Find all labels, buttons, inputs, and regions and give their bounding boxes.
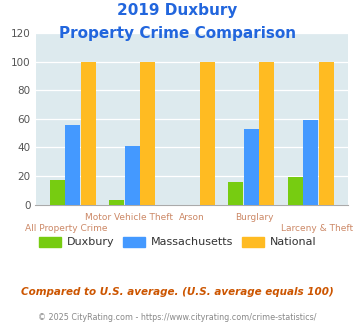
Bar: [259, 62, 274, 205]
Bar: [81, 62, 95, 205]
Text: Property Crime Comparison: Property Crime Comparison: [59, 26, 296, 41]
Bar: [319, 62, 334, 205]
Text: Motor Vehicle Theft: Motor Vehicle Theft: [85, 213, 173, 222]
Text: Arson: Arson: [179, 213, 204, 222]
Text: Larceny & Theft: Larceny & Theft: [280, 224, 353, 233]
Legend: Duxbury, Massachusetts, National: Duxbury, Massachusetts, National: [34, 232, 321, 252]
Bar: [303, 120, 318, 205]
Text: All Property Crime: All Property Crime: [26, 224, 108, 233]
Text: Burglary: Burglary: [235, 213, 273, 222]
Text: 2019 Duxbury: 2019 Duxbury: [117, 3, 238, 18]
Text: © 2025 CityRating.com - https://www.cityrating.com/crime-statistics/: © 2025 CityRating.com - https://www.city…: [38, 314, 317, 322]
Bar: [228, 182, 243, 205]
Bar: [288, 178, 303, 205]
Bar: [125, 146, 140, 205]
Bar: [244, 129, 259, 205]
Text: Compared to U.S. average. (U.S. average equals 100): Compared to U.S. average. (U.S. average …: [21, 287, 334, 297]
Bar: [109, 200, 124, 205]
Bar: [50, 180, 65, 205]
Bar: [140, 62, 155, 205]
Bar: [65, 124, 80, 205]
Bar: [200, 62, 215, 205]
